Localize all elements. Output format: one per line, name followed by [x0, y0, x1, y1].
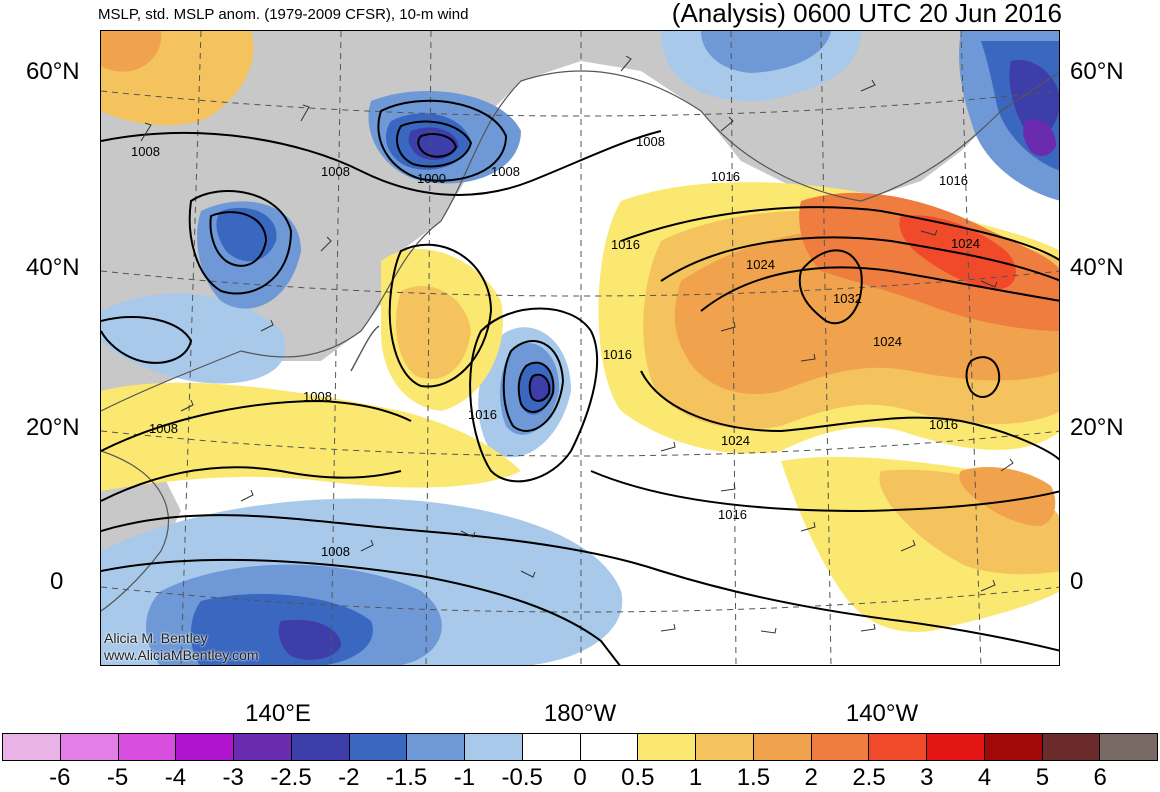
isobar-label: 1024 [951, 236, 980, 251]
colorbar-swatch [3, 734, 61, 760]
colorbar-swatch [60, 734, 119, 760]
credit-name: Alicia M. Bentley [104, 630, 208, 646]
isobar-label: 1016 [929, 417, 958, 432]
isobar-label: 1032 [833, 291, 862, 306]
lat-label-right: 20°N [1070, 414, 1124, 441]
colorbar-swatch [696, 734, 754, 760]
lat-label-left: 20°N [26, 414, 80, 441]
colorbar-tick-label: -1.5 [385, 764, 428, 791]
credit-url: www.AliciaMBentley.com [104, 647, 259, 663]
colorbar-swatch [811, 734, 870, 760]
colorbar-swatch [234, 734, 292, 760]
colorbar-tick-label: -5 [106, 764, 129, 791]
colorbar-swatch [753, 734, 812, 760]
colorbar-tick-label: 3 [920, 764, 934, 791]
colorbar-swatch [291, 734, 350, 760]
colorbar-swatch [176, 734, 234, 760]
colorbar-swatch [407, 734, 465, 760]
colorbar-swatch [1042, 734, 1101, 760]
isobar-label: 1008 [131, 144, 160, 159]
colorbar-swatch [984, 734, 1043, 760]
lat-label-left: 40°N [26, 254, 80, 281]
colorbar-swatch [927, 734, 985, 760]
lat-label-left: 0 [50, 568, 64, 595]
lat-label-left: 60°N [26, 58, 80, 85]
colorbar-tick-label: 1.5 [736, 764, 771, 791]
colorbar-tick-label: 4 [977, 764, 992, 791]
lon-label: 140°E [245, 700, 311, 727]
isobar-label: 1008 [636, 134, 665, 149]
wind-barbs [140, 55, 1014, 634]
colorbar-tick-label: -4 [164, 764, 187, 791]
isobar-label: 1008 [491, 164, 520, 179]
colorbar-swatch [349, 734, 408, 760]
colorbar-tick-label: 6 [1093, 764, 1107, 791]
colorbar-tick-label: 2.5 [852, 764, 886, 791]
isobar-label: 1016 [611, 237, 640, 252]
coastlines [101, 70, 1059, 612]
isobar-label: 1008 [321, 164, 350, 179]
colorbar-tick-label: 5 [1035, 764, 1050, 791]
lat-label-right: 60°N [1070, 58, 1124, 85]
isobar-label: 1024 [746, 257, 775, 272]
colorbar-swatch [638, 734, 696, 760]
colorbar-tick-label: 0.5 [621, 764, 655, 791]
map-title: (Analysis) 0600 UTC 20 Jun 2016 [671, 0, 1062, 28]
map-canvas: 1008 1008 1000 1008 1008 1016 1016 1024 … [101, 31, 1059, 665]
isobars [101, 99, 1059, 665]
lat-label-right: 0 [1070, 568, 1084, 595]
isobar-label: 1024 [873, 334, 902, 349]
isobar-label: 1016 [718, 507, 747, 522]
isobar-label-group: 1008 1008 1000 1008 1008 1016 1016 1024 … [131, 134, 980, 559]
lat-label-right: 40°N [1070, 254, 1124, 281]
colorbar-tick-label: -1 [453, 764, 476, 791]
isobar-label: 1024 [721, 433, 750, 448]
colorbar-swatch [869, 734, 927, 760]
colorbar-swatch [118, 734, 177, 760]
colorbar-swatch [1100, 734, 1157, 760]
colorbar-tick-label: -0.5 [501, 764, 543, 791]
positive-anomaly-layer [101, 31, 1059, 632]
colorbar-tick-label: -3 [222, 764, 244, 791]
colorbar-tick-label: -6 [49, 764, 71, 791]
map-panel: 1008 1008 1000 1008 1008 1016 1016 1024 … [100, 30, 1060, 666]
colorbar-tick-label: -2.5 [270, 764, 312, 791]
isobar-label: 1016 [939, 173, 968, 188]
colorbar-swatch [465, 734, 523, 760]
colorbar [2, 733, 1158, 761]
isobar-label: 1008 [303, 389, 332, 404]
isobar-label: 1000 [417, 171, 446, 186]
isobar-label: 1016 [603, 347, 632, 362]
lon-label: 180°W [543, 700, 617, 727]
map-subtitle: MSLP, std. MSLP anom. (1979-2009 CFSR), … [98, 6, 469, 23]
isobar-label: 1016 [711, 169, 740, 184]
colorbar-swatch [522, 734, 581, 760]
colorbar-swatch [580, 734, 639, 760]
colorbar-tick-label: 0 [573, 764, 587, 791]
isobar-label: 1016 [468, 407, 497, 422]
colorbar-tick-label: 2 [804, 764, 818, 791]
colorbar-tick-label: -2 [338, 764, 360, 791]
isobar-label: 1008 [321, 544, 350, 559]
colorbar-tick-label: 1 [688, 764, 703, 791]
isobar-label: 1008 [149, 421, 178, 436]
lon-label: 140°W [845, 700, 919, 727]
